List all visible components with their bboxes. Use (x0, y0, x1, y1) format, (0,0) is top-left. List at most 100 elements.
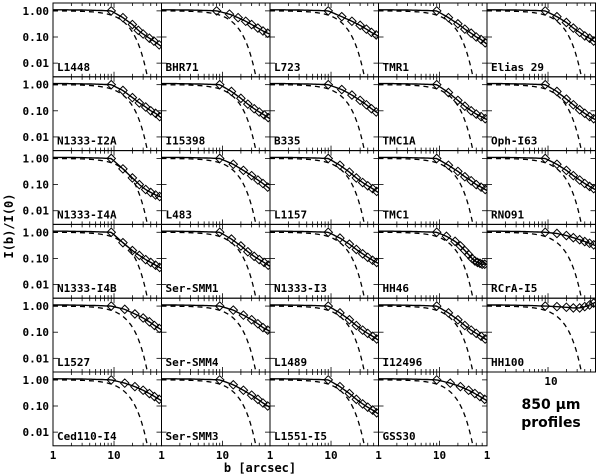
data-point (568, 170, 579, 181)
beam-profile-line (270, 84, 366, 151)
data-point (367, 183, 378, 194)
data-point (106, 79, 117, 90)
panel-label: Ser-SMM3 (166, 430, 219, 443)
data-point (336, 11, 347, 22)
y-tick-label: 0.10 (23, 105, 50, 118)
data-point (246, 314, 257, 325)
x-tick-label: 1 (267, 449, 274, 462)
panel-label: N1333-I2A (57, 135, 117, 148)
data-point (552, 86, 562, 97)
panel-plot-area (270, 153, 379, 225)
data-point (246, 19, 257, 30)
data-point (471, 32, 482, 42)
model-fit-line (487, 9, 596, 43)
data-point (476, 34, 486, 45)
data-point (344, 314, 355, 325)
data-point (540, 5, 551, 16)
panel-rcra-i5: RCrA-I5 (486, 223, 596, 299)
panel-label: Ced110-I4 (57, 430, 117, 443)
data-point (469, 388, 480, 399)
data-point (431, 301, 442, 311)
data-point (149, 391, 160, 402)
data-point (214, 301, 225, 311)
beam-profile-line (53, 305, 149, 373)
x-axis-label: b [arcsec] (224, 461, 296, 475)
data-point (214, 374, 225, 385)
y-tick-label: 1.00 (23, 300, 50, 313)
panel-plot-area (378, 227, 487, 299)
panel-frame (378, 371, 488, 447)
panel-hh46: HH46 (378, 223, 488, 299)
data-point (214, 153, 225, 164)
model-fit-line (270, 304, 379, 341)
beam-profile-line (270, 379, 366, 446)
data-point (357, 325, 368, 336)
data-point (127, 19, 138, 30)
data-point (242, 246, 253, 257)
panel-plot-area (270, 374, 379, 446)
x-tick-label: 10 (216, 449, 229, 462)
data-point (258, 26, 268, 36)
panel-tmc1: TMC1 (378, 150, 488, 225)
data-point (471, 328, 482, 339)
data-point (144, 388, 155, 399)
y-tick-label: 0.10 (23, 252, 50, 265)
data-point (552, 228, 562, 239)
panel-n1333-i4a: N1333-I4A (52, 150, 162, 225)
data-point (476, 331, 486, 342)
data-point (138, 313, 149, 323)
data-point (336, 84, 347, 95)
data-point (323, 5, 334, 16)
panel-plot-area (161, 301, 270, 373)
beam-profile-line (270, 157, 366, 225)
y-tick-label: 1.00 (23, 374, 50, 387)
data-point (459, 24, 470, 35)
beam-profile-line (53, 157, 149, 225)
data-point (472, 257, 483, 268)
data-point (579, 108, 590, 119)
data-point (150, 260, 161, 271)
panel-label: GSS30 (383, 430, 416, 443)
panel-l723: L723 (269, 2, 379, 78)
panel-l1448: L1448 (52, 2, 162, 78)
panel-plot-area (378, 374, 487, 446)
data-point (450, 236, 461, 247)
data-point (249, 251, 260, 262)
data-point (371, 186, 379, 197)
data-point (149, 320, 160, 331)
beam-profile-line (378, 305, 474, 373)
panel-gss30: GSS30 (378, 371, 488, 447)
data-point (469, 256, 480, 266)
data-point (540, 227, 551, 238)
panel-plot-area (378, 5, 487, 77)
data-point (466, 105, 477, 116)
data-point (262, 182, 270, 193)
data-point (323, 79, 334, 90)
beam-profile-line (378, 379, 474, 446)
panel-label: L723 (274, 61, 301, 74)
data-point (479, 259, 487, 270)
data-point (540, 153, 551, 164)
panel-label: L1157 (274, 208, 307, 221)
data-point (134, 179, 145, 190)
panel-plot-area (161, 374, 270, 446)
data-point (588, 36, 596, 46)
data-point (362, 402, 373, 413)
data-point (224, 9, 235, 20)
panel-plot-area (270, 227, 379, 299)
data-point (246, 170, 257, 181)
panel-ser-smm4: Ser-SMM4 (161, 297, 271, 373)
data-point (357, 399, 368, 409)
panel-n1333-i2a: N1333-I2A (52, 76, 162, 152)
model-fit-line (161, 230, 270, 267)
data-point (335, 233, 345, 243)
data-point (366, 27, 377, 38)
data-point (106, 153, 117, 164)
data-point (362, 252, 373, 263)
data-point (371, 334, 379, 344)
data-point (552, 159, 562, 170)
panel-plot-area (270, 5, 379, 77)
beam-profile-line (53, 231, 149, 299)
data-point (371, 407, 379, 418)
data-point (323, 374, 334, 385)
